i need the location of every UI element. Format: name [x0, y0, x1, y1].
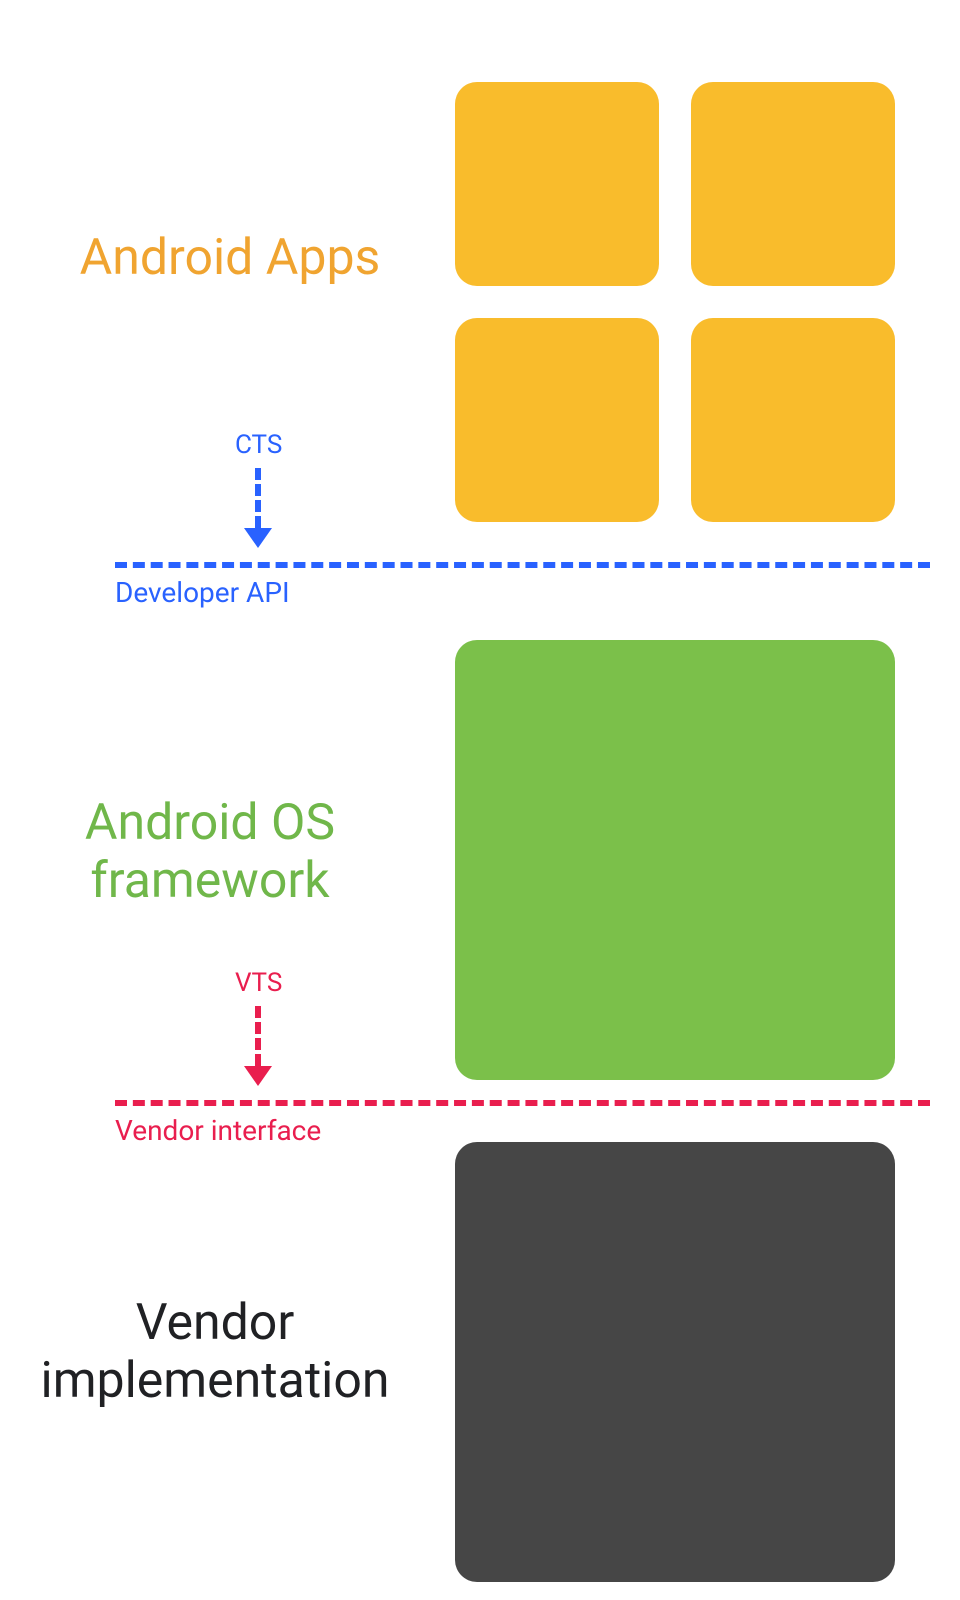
developer-api-label: Developer API [115, 576, 290, 609]
apps-layer-label: Android Apps [60, 230, 400, 288]
developer-api-divider [115, 562, 930, 568]
android-architecture-diagram: Android Apps CTS Developer API Android O… [0, 0, 960, 1600]
vendor-layer-label: Vendorimplementation [0, 1295, 430, 1410]
vendor-box [455, 1142, 895, 1582]
vts-annotation: VTS [235, 968, 282, 998]
app-tile [455, 318, 659, 522]
app-tile [691, 318, 895, 522]
apps-grid [455, 82, 895, 522]
framework-box [455, 640, 895, 1080]
vendor-interface-label: Vendor interface [115, 1114, 321, 1147]
app-tile [455, 82, 659, 286]
vendor-interface-divider [115, 1100, 930, 1106]
cts-annotation: CTS [235, 430, 282, 460]
framework-layer-label: Android OSframework [20, 795, 400, 910]
app-tile [691, 82, 895, 286]
